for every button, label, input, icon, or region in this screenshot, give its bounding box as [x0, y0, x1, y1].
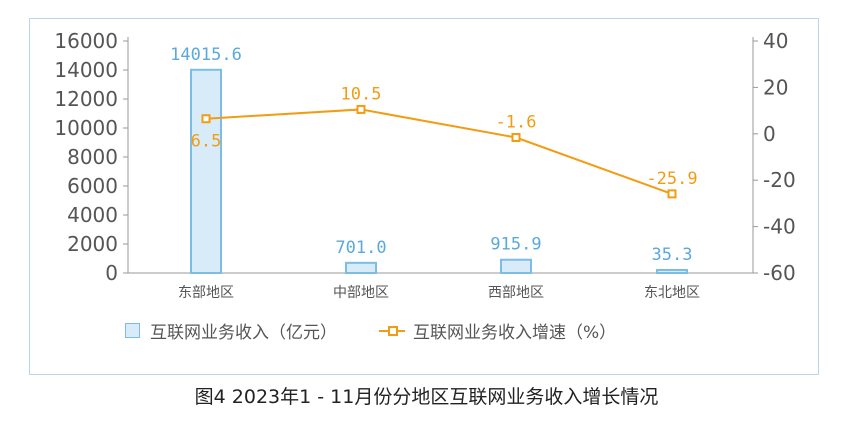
x-tick-label: 中部地区 — [333, 285, 389, 301]
legend-line-label: 互联网业务收入增速（%） — [413, 323, 617, 343]
legend-line-swatch — [379, 323, 405, 338]
y-right-tick-label: -40 — [763, 215, 796, 239]
growth-line — [205, 108, 673, 195]
bar — [345, 261, 377, 275]
y-left-tick-label: 16000 — [54, 29, 118, 53]
y-right-tick-label: 20 — [763, 75, 788, 99]
growth-point — [511, 133, 521, 143]
legend-item-line: 互联网业务收入增速（%） — [379, 318, 616, 343]
y-right-tick-label: -60 — [763, 261, 796, 285]
y-left-tick-label: 14000 — [54, 58, 118, 82]
y-right-tick-label: -20 — [763, 168, 796, 192]
bar — [656, 269, 688, 274]
y-left-tick-label: 12000 — [54, 87, 118, 111]
legend-bar-swatch — [125, 323, 140, 338]
growth-value-label: 6.5 — [191, 132, 222, 152]
chart-frame — [29, 18, 819, 375]
growth-point — [667, 189, 677, 199]
growth-value-label: -1.6 — [496, 113, 537, 133]
bar — [190, 68, 222, 274]
bar — [500, 258, 532, 275]
y-left-tick-label: 4000 — [67, 203, 118, 227]
growth-point — [356, 104, 366, 114]
figure-caption: 图4 2023年1 - 11月份分地区互联网业务收入增长情况 — [194, 386, 659, 408]
x-tick-label: 西部地区 — [488, 285, 544, 301]
x-tick-label: 东部地区 — [178, 285, 234, 301]
growth-point — [201, 114, 211, 124]
bar-value-label: 35.3 — [652, 245, 693, 265]
y-left-tick-label: 6000 — [67, 174, 118, 198]
growth-value-label: -25.9 — [646, 169, 697, 189]
y-right-tick-label: 40 — [763, 29, 788, 53]
y-left-tick-label: 10000 — [54, 116, 118, 140]
y-right-tick-label: 0 — [763, 122, 776, 146]
bar-value-label: 915.9 — [490, 235, 541, 255]
bar-value-label: 701.0 — [335, 238, 386, 258]
bar-value-label: 14015.6 — [170, 45, 242, 65]
y-left-tick-label: 8000 — [67, 145, 118, 169]
legend-item-bar: 互联网业务收入（亿元） — [125, 318, 337, 343]
legend-bar-label: 互联网业务收入（亿元） — [150, 323, 337, 343]
growth-value-label: 10.5 — [341, 84, 382, 104]
y-left-tick-label: 0 — [105, 261, 118, 285]
y-left-tick-label: 2000 — [67, 232, 118, 256]
x-tick-label: 东北地区 — [644, 285, 700, 301]
chart-legend: 互联网业务收入（亿元） 互联网业务收入增速（%） — [125, 318, 658, 343]
